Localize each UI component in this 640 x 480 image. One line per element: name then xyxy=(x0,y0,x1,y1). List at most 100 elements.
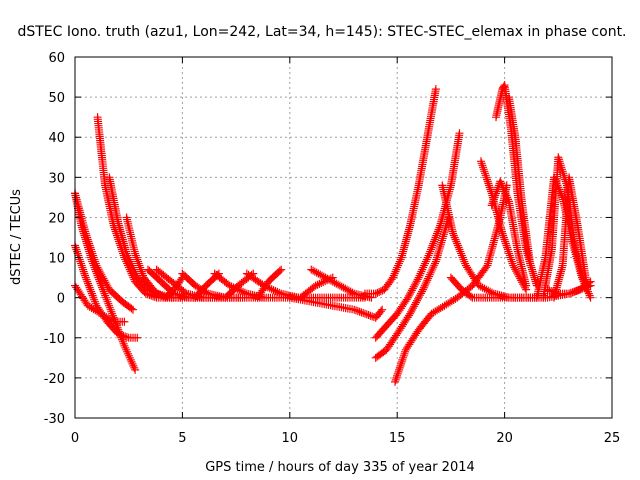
data-point xyxy=(122,249,131,258)
data-point xyxy=(452,237,461,246)
data-point xyxy=(90,295,99,304)
data-point xyxy=(406,288,415,297)
data-point xyxy=(128,263,137,272)
data-point xyxy=(508,259,517,268)
data-point xyxy=(480,167,489,176)
data-point xyxy=(143,290,152,299)
data-point xyxy=(339,283,348,292)
data-point xyxy=(107,316,116,325)
data-point xyxy=(557,163,566,172)
x-axis-label: GPS time / hours of day 335 of year 2014 xyxy=(205,460,475,475)
data-point xyxy=(88,291,97,300)
data-point xyxy=(81,229,90,238)
data-point xyxy=(328,273,337,282)
data-point xyxy=(548,287,557,296)
y-axis-label: dSTEC / TECUs xyxy=(9,189,24,285)
data-point xyxy=(127,259,136,268)
data-point xyxy=(129,361,138,370)
data-point xyxy=(133,255,142,264)
data-point xyxy=(392,265,401,274)
data-point xyxy=(73,247,82,256)
data-point xyxy=(488,199,497,208)
data-point xyxy=(573,286,582,295)
data-point xyxy=(106,305,115,314)
data-point xyxy=(324,275,333,284)
data-point xyxy=(136,265,145,274)
data-point xyxy=(397,357,406,366)
data-point xyxy=(407,307,416,316)
data-point xyxy=(455,245,464,254)
data-point xyxy=(556,159,565,168)
data-point xyxy=(570,287,579,296)
data-point xyxy=(131,269,140,278)
data-point xyxy=(424,251,433,260)
data-point xyxy=(126,355,135,364)
data-point xyxy=(89,293,98,302)
data-point xyxy=(100,276,109,285)
data-point xyxy=(552,288,561,297)
data-point xyxy=(526,261,535,270)
data-point xyxy=(566,288,575,297)
data-point xyxy=(498,229,507,238)
data-point xyxy=(319,278,328,287)
data-point xyxy=(127,357,136,366)
data-point xyxy=(449,231,458,240)
y-tick-label: -30 xyxy=(44,412,65,427)
data-point xyxy=(98,272,107,281)
data-point xyxy=(147,291,156,300)
data-point xyxy=(565,289,574,298)
data-point xyxy=(91,257,100,266)
data-point xyxy=(428,265,437,274)
data-point xyxy=(391,375,400,384)
data-point xyxy=(466,292,475,301)
data-point xyxy=(87,245,96,254)
data-point xyxy=(419,263,428,272)
data-point xyxy=(72,245,81,254)
data-point xyxy=(434,247,443,256)
data-point xyxy=(337,282,346,291)
data-point xyxy=(433,227,442,236)
data-point xyxy=(543,285,552,294)
data-point xyxy=(499,185,508,194)
data-point xyxy=(499,231,508,240)
data-point xyxy=(492,189,501,198)
data-point xyxy=(554,155,563,164)
data-point xyxy=(95,267,104,276)
data-point xyxy=(501,239,510,248)
data-point xyxy=(102,295,111,304)
data-point xyxy=(399,353,408,362)
data-point xyxy=(326,274,335,283)
data-point xyxy=(352,306,361,315)
data-point xyxy=(389,271,398,280)
data-point xyxy=(91,259,100,268)
data-point xyxy=(429,263,438,272)
data-point xyxy=(81,273,90,282)
x-tick-label: 15 xyxy=(389,431,406,446)
data-point xyxy=(489,197,498,206)
data-point xyxy=(392,373,401,382)
x-tick-label: 20 xyxy=(496,431,513,446)
data-point xyxy=(482,263,491,272)
data-point xyxy=(79,267,88,276)
data-point xyxy=(586,277,595,286)
data-point xyxy=(501,189,510,198)
data-point xyxy=(125,255,134,264)
data-point xyxy=(76,257,85,266)
data-point xyxy=(433,251,442,260)
data-point xyxy=(487,201,496,210)
data-point xyxy=(456,247,465,256)
data-point xyxy=(584,289,593,298)
data-point xyxy=(125,353,134,362)
x-tick-label: 0 xyxy=(71,431,79,446)
data-point xyxy=(311,281,320,290)
data-point xyxy=(478,283,487,292)
data-point xyxy=(460,257,469,266)
data-point xyxy=(89,253,98,262)
data-point xyxy=(424,274,433,283)
data-point xyxy=(119,331,128,340)
data-point xyxy=(128,359,137,368)
data-point xyxy=(414,273,423,282)
data-point xyxy=(273,287,282,296)
data-point xyxy=(83,235,92,244)
